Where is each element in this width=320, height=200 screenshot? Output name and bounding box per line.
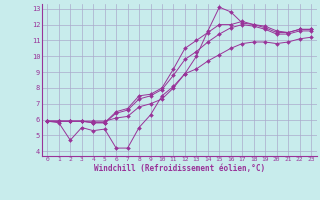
X-axis label: Windchill (Refroidissement éolien,°C): Windchill (Refroidissement éolien,°C)	[94, 164, 265, 173]
